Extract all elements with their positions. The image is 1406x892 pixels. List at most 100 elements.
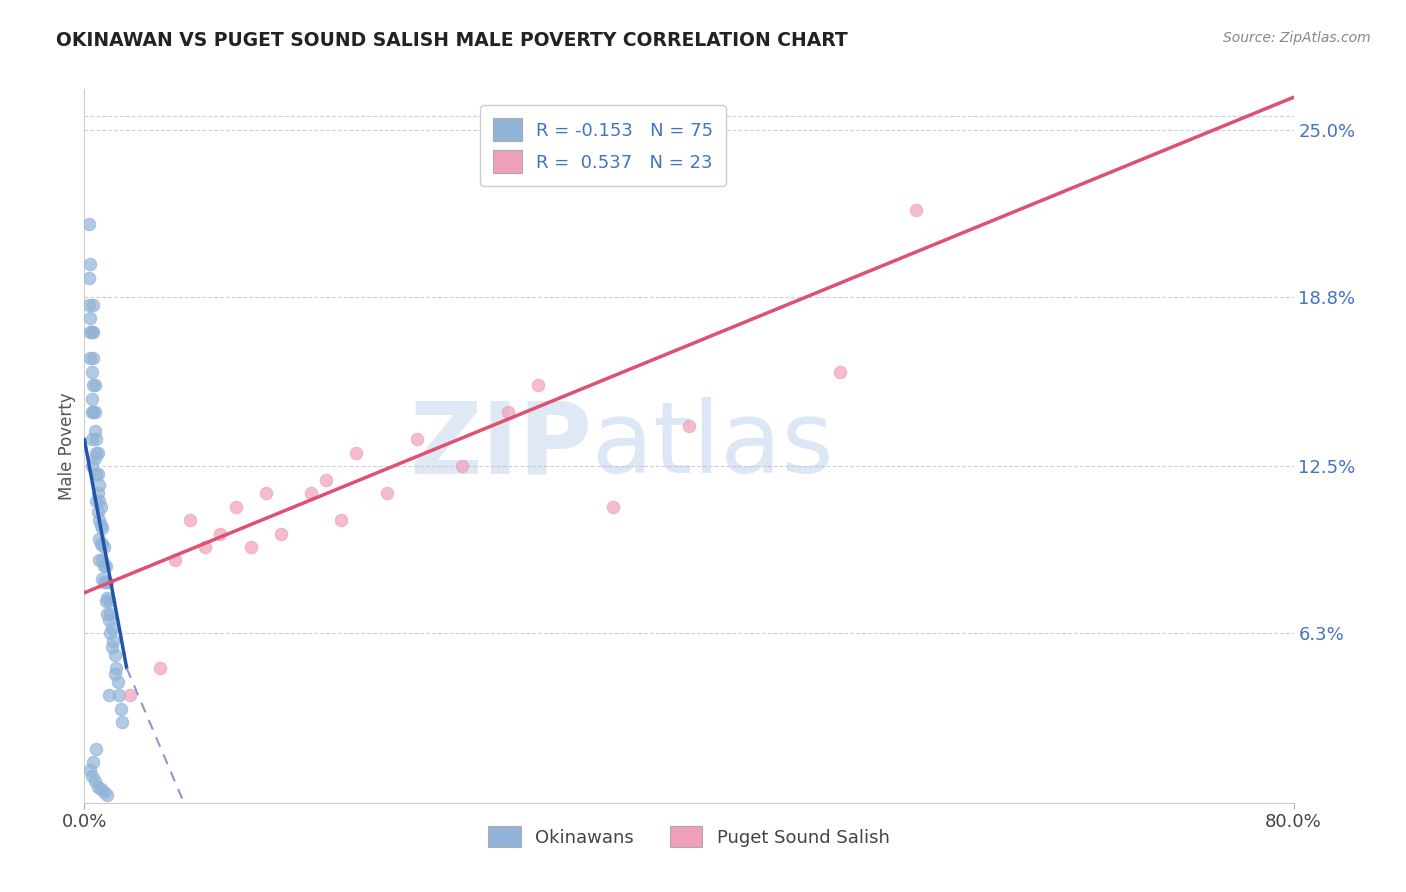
Point bbox=[270, 526, 292, 541]
Point bbox=[87, 780, 110, 794]
Point bbox=[82, 325, 104, 339]
Point bbox=[87, 467, 110, 482]
Point bbox=[80, 459, 103, 474]
Point bbox=[84, 424, 107, 438]
Point bbox=[93, 785, 115, 799]
Point bbox=[84, 405, 107, 419]
Point bbox=[79, 311, 101, 326]
Point bbox=[89, 553, 111, 567]
Point bbox=[79, 325, 101, 339]
Point bbox=[77, 217, 100, 231]
Point bbox=[104, 666, 127, 681]
Point bbox=[86, 742, 108, 756]
Point bbox=[149, 661, 172, 675]
Point bbox=[118, 688, 141, 702]
Point bbox=[86, 494, 108, 508]
Point bbox=[93, 574, 115, 589]
Point bbox=[80, 432, 103, 446]
Point bbox=[97, 594, 120, 608]
Point bbox=[406, 432, 429, 446]
Point bbox=[496, 405, 519, 419]
Point bbox=[86, 467, 108, 482]
Point bbox=[90, 537, 112, 551]
Point bbox=[110, 701, 132, 715]
Point bbox=[80, 405, 103, 419]
Legend: Okinawans, Puget Sound Salish: Okinawans, Puget Sound Salish bbox=[481, 819, 897, 855]
Point bbox=[239, 540, 262, 554]
Point bbox=[315, 473, 337, 487]
Point bbox=[602, 500, 624, 514]
Point bbox=[179, 513, 201, 527]
Point bbox=[82, 298, 104, 312]
Point bbox=[330, 513, 353, 527]
Point bbox=[91, 521, 114, 535]
Point bbox=[97, 613, 120, 627]
Point bbox=[79, 257, 101, 271]
Point bbox=[104, 648, 127, 662]
Point bbox=[80, 769, 103, 783]
Point bbox=[96, 788, 118, 802]
Point bbox=[111, 714, 134, 729]
Point bbox=[98, 607, 121, 622]
Point bbox=[90, 518, 112, 533]
Point bbox=[86, 446, 108, 460]
Point bbox=[254, 486, 277, 500]
Point bbox=[97, 688, 120, 702]
Point bbox=[89, 478, 111, 492]
Text: Source: ZipAtlas.com: Source: ZipAtlas.com bbox=[1223, 31, 1371, 45]
Point bbox=[101, 634, 124, 648]
Point bbox=[86, 432, 108, 446]
Point bbox=[96, 574, 118, 589]
Text: atlas: atlas bbox=[592, 398, 834, 494]
Point bbox=[82, 378, 104, 392]
Point bbox=[87, 446, 110, 460]
Point bbox=[225, 500, 247, 514]
Point bbox=[82, 405, 104, 419]
Point bbox=[346, 446, 368, 460]
Point bbox=[451, 459, 474, 474]
Point bbox=[194, 540, 217, 554]
Point bbox=[96, 607, 118, 622]
Point bbox=[89, 532, 111, 546]
Point bbox=[98, 626, 121, 640]
Text: ZIP: ZIP bbox=[409, 398, 592, 494]
Point bbox=[904, 203, 927, 218]
Text: OKINAWAN VS PUGET SOUND SALISH MALE POVERTY CORRELATION CHART: OKINAWAN VS PUGET SOUND SALISH MALE POVE… bbox=[56, 31, 848, 50]
Point bbox=[94, 594, 117, 608]
Point bbox=[91, 553, 114, 567]
Point bbox=[80, 392, 103, 406]
Point bbox=[79, 764, 101, 778]
Point bbox=[77, 270, 100, 285]
Point bbox=[165, 553, 187, 567]
Point bbox=[77, 298, 100, 312]
Point bbox=[91, 537, 114, 551]
Point bbox=[80, 365, 103, 379]
Y-axis label: Male Poverty: Male Poverty bbox=[58, 392, 76, 500]
Point bbox=[93, 540, 115, 554]
Point bbox=[80, 325, 103, 339]
Point bbox=[84, 451, 107, 466]
Point bbox=[87, 486, 110, 500]
Point bbox=[87, 505, 110, 519]
Point bbox=[89, 513, 111, 527]
Point bbox=[89, 494, 111, 508]
Point bbox=[100, 640, 122, 654]
Point bbox=[107, 674, 129, 689]
Point bbox=[108, 688, 131, 702]
Point bbox=[84, 774, 107, 789]
Point bbox=[94, 558, 117, 573]
Point bbox=[830, 365, 852, 379]
Point bbox=[82, 351, 104, 366]
Point bbox=[527, 378, 550, 392]
Point bbox=[79, 351, 101, 366]
Point bbox=[82, 756, 104, 770]
Point bbox=[94, 574, 117, 589]
Point bbox=[96, 591, 118, 606]
Point bbox=[91, 572, 114, 586]
Point bbox=[299, 486, 322, 500]
Point bbox=[93, 558, 115, 573]
Point bbox=[90, 500, 112, 514]
Point bbox=[100, 621, 122, 635]
Point bbox=[209, 526, 232, 541]
Point bbox=[105, 661, 128, 675]
